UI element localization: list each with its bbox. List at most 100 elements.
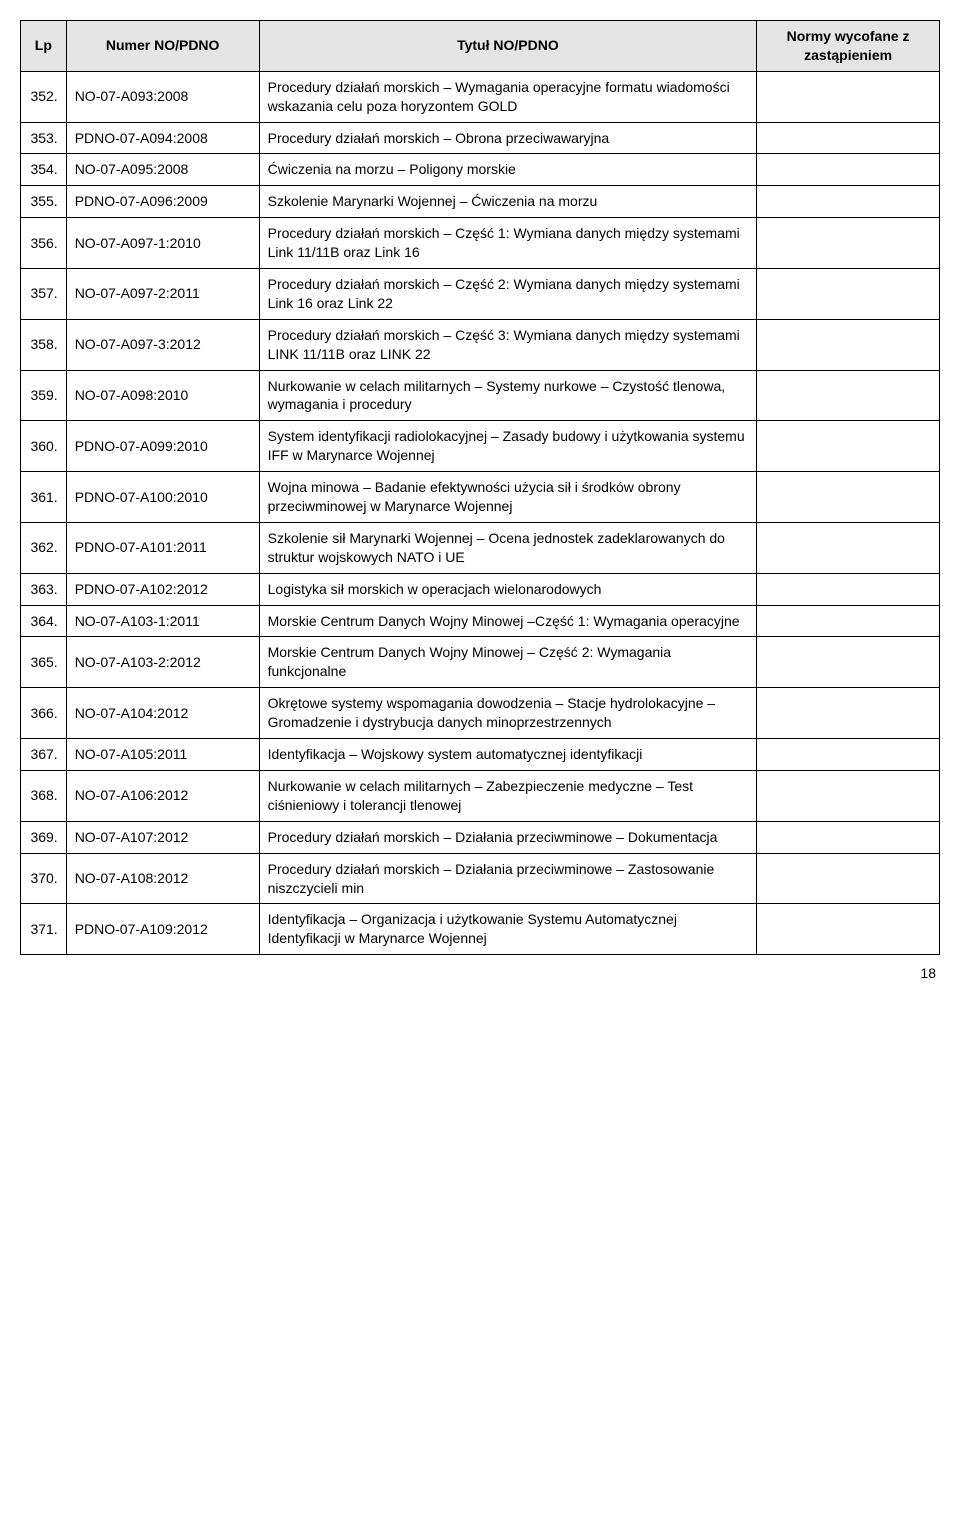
cell-normy <box>757 370 940 421</box>
table-row: 360.PDNO-07-A099:2010System identyfikacj… <box>21 421 940 472</box>
cell-tytul: Wojna minowa – Badanie efektywności użyc… <box>259 472 757 523</box>
cell-numer: PDNO-07-A109:2012 <box>66 904 259 955</box>
cell-numer: NO-07-A097-1:2010 <box>66 218 259 269</box>
cell-tytul: Morskie Centrum Danych Wojny Minowej – C… <box>259 637 757 688</box>
cell-tytul: Szkolenie sił Marynarki Wojennej – Ocena… <box>259 522 757 573</box>
cell-tytul: Procedury działań morskich – Część 2: Wy… <box>259 269 757 320</box>
cell-numer: PDNO-07-A100:2010 <box>66 472 259 523</box>
cell-normy <box>757 472 940 523</box>
table-row: 354.NO-07-A095:2008Ćwiczenia na morzu – … <box>21 154 940 186</box>
cell-lp: 355. <box>21 186 67 218</box>
cell-numer: PDNO-07-A096:2009 <box>66 186 259 218</box>
cell-lp: 357. <box>21 269 67 320</box>
cell-numer: NO-07-A104:2012 <box>66 688 259 739</box>
cell-lp: 369. <box>21 821 67 853</box>
cell-normy <box>757 637 940 688</box>
table-body: 352.NO-07-A093:2008Procedury działań mor… <box>21 71 940 954</box>
cell-lp: 371. <box>21 904 67 955</box>
cell-tytul: Ćwiczenia na morzu – Poligony morskie <box>259 154 757 186</box>
cell-lp: 364. <box>21 605 67 637</box>
cell-normy <box>757 853 940 904</box>
cell-tytul: Nurkowanie w celach militarnych – System… <box>259 370 757 421</box>
table-row: 368.NO-07-A106:2012Nurkowanie w celach m… <box>21 770 940 821</box>
cell-numer: NO-07-A106:2012 <box>66 770 259 821</box>
cell-tytul: Nurkowanie w celach militarnych – Zabezp… <box>259 770 757 821</box>
table-row: 367.NO-07-A105:2011Identyfikacja – Wojsk… <box>21 739 940 771</box>
table-row: 356.NO-07-A097-1:2010Procedury działań m… <box>21 218 940 269</box>
cell-numer: NO-07-A097-2:2011 <box>66 269 259 320</box>
table-row: 362.PDNO-07-A101:2011Szkolenie sił Maryn… <box>21 522 940 573</box>
cell-numer: PDNO-07-A101:2011 <box>66 522 259 573</box>
col-header-normy: Normy wycofane z zastąpieniem <box>757 21 940 72</box>
cell-lp: 353. <box>21 122 67 154</box>
cell-lp: 360. <box>21 421 67 472</box>
cell-lp: 368. <box>21 770 67 821</box>
table-row: 363.PDNO-07-A102:2012Logistyka sił morsk… <box>21 573 940 605</box>
cell-normy <box>757 154 940 186</box>
cell-lp: 370. <box>21 853 67 904</box>
cell-normy <box>757 269 940 320</box>
cell-lp: 354. <box>21 154 67 186</box>
cell-numer: PDNO-07-A102:2012 <box>66 573 259 605</box>
standards-table: Lp Numer NO/PDNO Tytuł NO/PDNO Normy wyc… <box>20 20 940 955</box>
cell-tytul: System identyfikacji radiolokacyjnej – Z… <box>259 421 757 472</box>
cell-numer: NO-07-A097-3:2012 <box>66 319 259 370</box>
cell-normy <box>757 770 940 821</box>
col-header-lp: Lp <box>21 21 67 72</box>
cell-numer: PDNO-07-A094:2008 <box>66 122 259 154</box>
cell-lp: 367. <box>21 739 67 771</box>
table-header-row: Lp Numer NO/PDNO Tytuł NO/PDNO Normy wyc… <box>21 21 940 72</box>
cell-normy <box>757 688 940 739</box>
cell-numer: NO-07-A095:2008 <box>66 154 259 186</box>
cell-numer: NO-07-A093:2008 <box>66 71 259 122</box>
cell-numer: NO-07-A108:2012 <box>66 853 259 904</box>
cell-numer: NO-07-A105:2011 <box>66 739 259 771</box>
cell-tytul: Okrętowe systemy wspomagania dowodzenia … <box>259 688 757 739</box>
cell-lp: 359. <box>21 370 67 421</box>
cell-tytul: Procedury działań morskich – Obrona prze… <box>259 122 757 154</box>
cell-lp: 361. <box>21 472 67 523</box>
table-row: 371.PDNO-07-A109:2012Identyfikacja – Org… <box>21 904 940 955</box>
table-row: 361.PDNO-07-A100:2010Wojna minowa – Bada… <box>21 472 940 523</box>
cell-tytul: Logistyka sił morskich w operacjach wiel… <box>259 573 757 605</box>
cell-numer: NO-07-A107:2012 <box>66 821 259 853</box>
table-row: 357.NO-07-A097-2:2011Procedury działań m… <box>21 269 940 320</box>
table-row: 355.PDNO-07-A096:2009Szkolenie Marynarki… <box>21 186 940 218</box>
cell-lp: 365. <box>21 637 67 688</box>
cell-lp: 363. <box>21 573 67 605</box>
cell-normy <box>757 186 940 218</box>
cell-numer: NO-07-A103-2:2012 <box>66 637 259 688</box>
cell-lp: 352. <box>21 71 67 122</box>
cell-lp: 356. <box>21 218 67 269</box>
cell-normy <box>757 122 940 154</box>
table-row: 364.NO-07-A103-1:2011Morskie Centrum Dan… <box>21 605 940 637</box>
cell-normy <box>757 218 940 269</box>
cell-normy <box>757 573 940 605</box>
cell-lp: 362. <box>21 522 67 573</box>
table-row: 369.NO-07-A107:2012Procedury działań mor… <box>21 821 940 853</box>
table-row: 358.NO-07-A097-3:2012Procedury działań m… <box>21 319 940 370</box>
cell-normy <box>757 522 940 573</box>
cell-normy <box>757 319 940 370</box>
cell-normy <box>757 421 940 472</box>
cell-tytul: Procedury działań morskich – Działania p… <box>259 821 757 853</box>
table-row: 366.NO-07-A104:2012Okrętowe systemy wspo… <box>21 688 940 739</box>
cell-numer: NO-07-A098:2010 <box>66 370 259 421</box>
cell-lp: 366. <box>21 688 67 739</box>
cell-normy <box>757 904 940 955</box>
col-header-tytul: Tytuł NO/PDNO <box>259 21 757 72</box>
table-row: 370.NO-07-A108:2012Procedury działań mor… <box>21 853 940 904</box>
cell-numer: NO-07-A103-1:2011 <box>66 605 259 637</box>
table-row: 359.NO-07-A098:2010Nurkowanie w celach m… <box>21 370 940 421</box>
cell-tytul: Procedury działań morskich – Część 3: Wy… <box>259 319 757 370</box>
cell-normy <box>757 605 940 637</box>
cell-normy <box>757 739 940 771</box>
cell-tytul: Procedury działań morskich – Działania p… <box>259 853 757 904</box>
cell-numer: PDNO-07-A099:2010 <box>66 421 259 472</box>
cell-tytul: Procedury działań morskich – Wymagania o… <box>259 71 757 122</box>
table-row: 353.PDNO-07-A094:2008Procedury działań m… <box>21 122 940 154</box>
cell-normy <box>757 821 940 853</box>
table-row: 365.NO-07-A103-2:2012Morskie Centrum Dan… <box>21 637 940 688</box>
cell-tytul: Morskie Centrum Danych Wojny Minowej –Cz… <box>259 605 757 637</box>
document-page: Lp Numer NO/PDNO Tytuł NO/PDNO Normy wyc… <box>20 20 940 981</box>
